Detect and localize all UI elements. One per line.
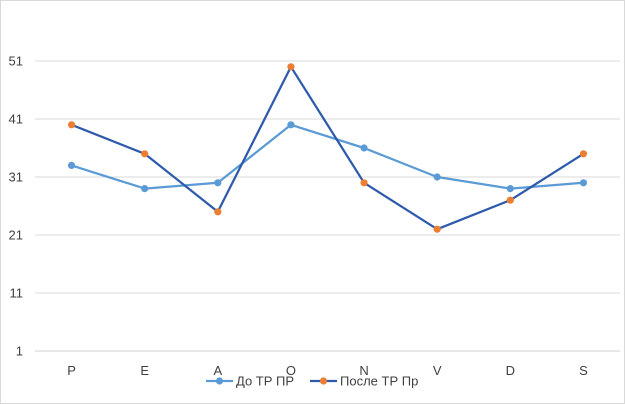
y-tick-label: 41 bbox=[9, 112, 23, 127]
legend-marker bbox=[319, 377, 328, 385]
legend-item: После ТР Пр bbox=[310, 374, 418, 389]
data-point bbox=[360, 179, 368, 187]
data-point bbox=[67, 121, 76, 129]
legend-label: После ТР Пр bbox=[340, 374, 418, 389]
data-point bbox=[506, 185, 514, 193]
series-1 bbox=[67, 121, 588, 193]
x-tick-label: S bbox=[579, 363, 588, 378]
data-point bbox=[287, 121, 295, 129]
data-point bbox=[141, 185, 149, 193]
legend-marker bbox=[215, 377, 224, 385]
legend-item: До ТР ПР bbox=[206, 374, 294, 389]
x-tick-label: P bbox=[67, 363, 76, 378]
y-tick-label: 21 bbox=[9, 228, 23, 243]
y-tick-label: 51 bbox=[9, 54, 23, 69]
series-line bbox=[71, 123, 584, 190]
legend-label: До ТР ПР bbox=[236, 374, 294, 389]
data-point bbox=[214, 208, 222, 216]
x-tick-label: D bbox=[506, 363, 515, 378]
series-2 bbox=[67, 63, 588, 233]
x-tick-label: E bbox=[140, 363, 149, 378]
data-point bbox=[433, 173, 441, 181]
x-tick-label: A bbox=[213, 363, 222, 378]
data-point bbox=[506, 196, 514, 204]
data-point bbox=[287, 63, 295, 71]
series-group bbox=[67, 63, 588, 233]
y-tick-label: 31 bbox=[9, 170, 23, 185]
data-point bbox=[579, 150, 588, 158]
data-point bbox=[579, 179, 588, 187]
data-point bbox=[214, 179, 222, 187]
x-tick-label: O bbox=[286, 363, 296, 378]
x-tick-label: N bbox=[359, 363, 368, 378]
y-tick-label: 1 bbox=[16, 344, 23, 359]
legend: До ТР ПР После ТР Пр bbox=[206, 374, 418, 389]
data-point bbox=[141, 150, 149, 158]
data-point bbox=[67, 161, 76, 169]
gridlines bbox=[35, 60, 620, 352]
x-tick-label: V bbox=[433, 363, 442, 378]
data-point bbox=[433, 225, 441, 233]
data-point bbox=[360, 144, 368, 152]
y-tick-label: 11 bbox=[10, 286, 24, 301]
series-line bbox=[71, 65, 585, 231]
